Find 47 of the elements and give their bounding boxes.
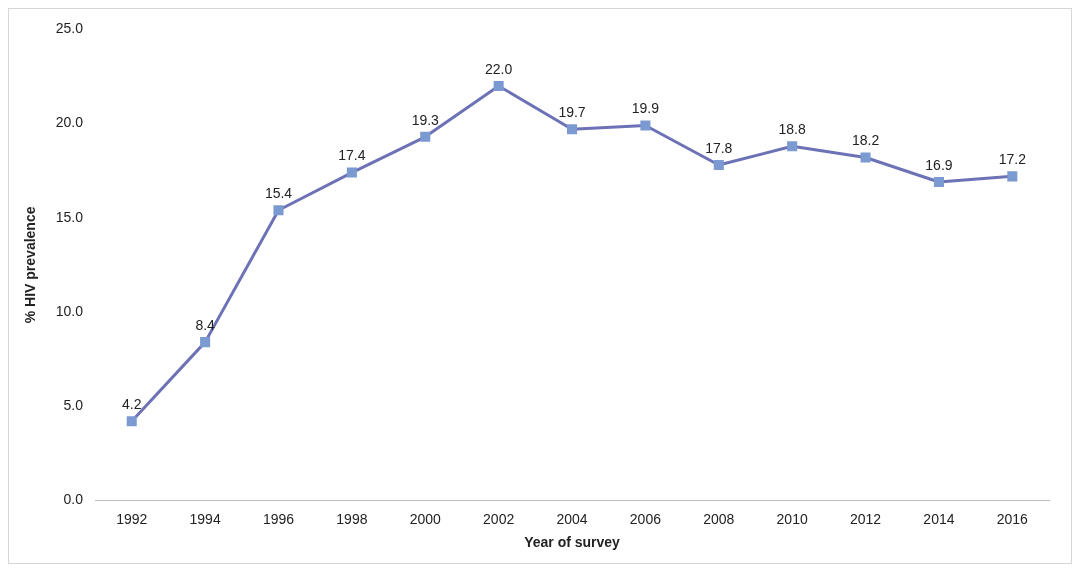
point [860,152,871,163]
data-label: 17.4 [338,147,366,164]
x-tick-label: 2000 [409,510,442,527]
y-tick-label: 25.0 [55,20,84,37]
data-label: 18.8 [778,121,806,138]
data-label: 15.4 [264,185,293,202]
y-tick-label: 5.0 [63,397,84,414]
point [200,337,211,348]
point [787,141,798,152]
y-tick-label: 20.0 [55,114,84,131]
x-tick-label: 2002 [483,510,515,527]
x-tick-label: 2004 [556,510,588,527]
x-tick-label: 1998 [336,510,368,527]
point [566,124,578,135]
data-label: 22.0 [485,60,513,77]
x-tick-label: 2016 [996,510,1029,527]
data-label: 17.2 [998,151,1027,168]
data-label: 17.8 [705,139,733,156]
data-label: 19.7 [558,104,586,121]
x-tick-label: 2012 [849,510,882,527]
data-label: 19.9 [631,100,660,117]
data-label: 8.4 [195,317,216,333]
x-axis-title: Year of survey [524,534,621,551]
data-label: 4.2 [122,396,142,413]
point [640,120,651,131]
point [493,80,504,91]
x-tick-label: 2010 [776,510,808,527]
y-axis-title: % HIV prevalence [22,206,39,324]
x-tick-label: 2006 [629,510,662,527]
point [273,205,284,216]
x-tick-label: 2008 [703,510,735,527]
x-tick-label: 2014 [923,510,955,527]
point [933,176,944,188]
data-label: 18.2 [851,132,880,149]
y-tick-label: 10.0 [55,302,84,319]
point [346,167,357,178]
point [713,160,724,171]
point [126,416,137,427]
point [420,131,431,142]
x-tick-label: 1992 [116,510,148,527]
data-label: 16.9 [925,156,953,173]
point [1007,171,1018,182]
y-tick-label: 15.0 [55,208,84,225]
x-tick-label: 1996 [262,510,295,527]
y-tick-label: 0.0 [63,491,84,508]
x-tick-label: 1994 [189,510,221,527]
data-label: 19.3 [411,111,440,128]
